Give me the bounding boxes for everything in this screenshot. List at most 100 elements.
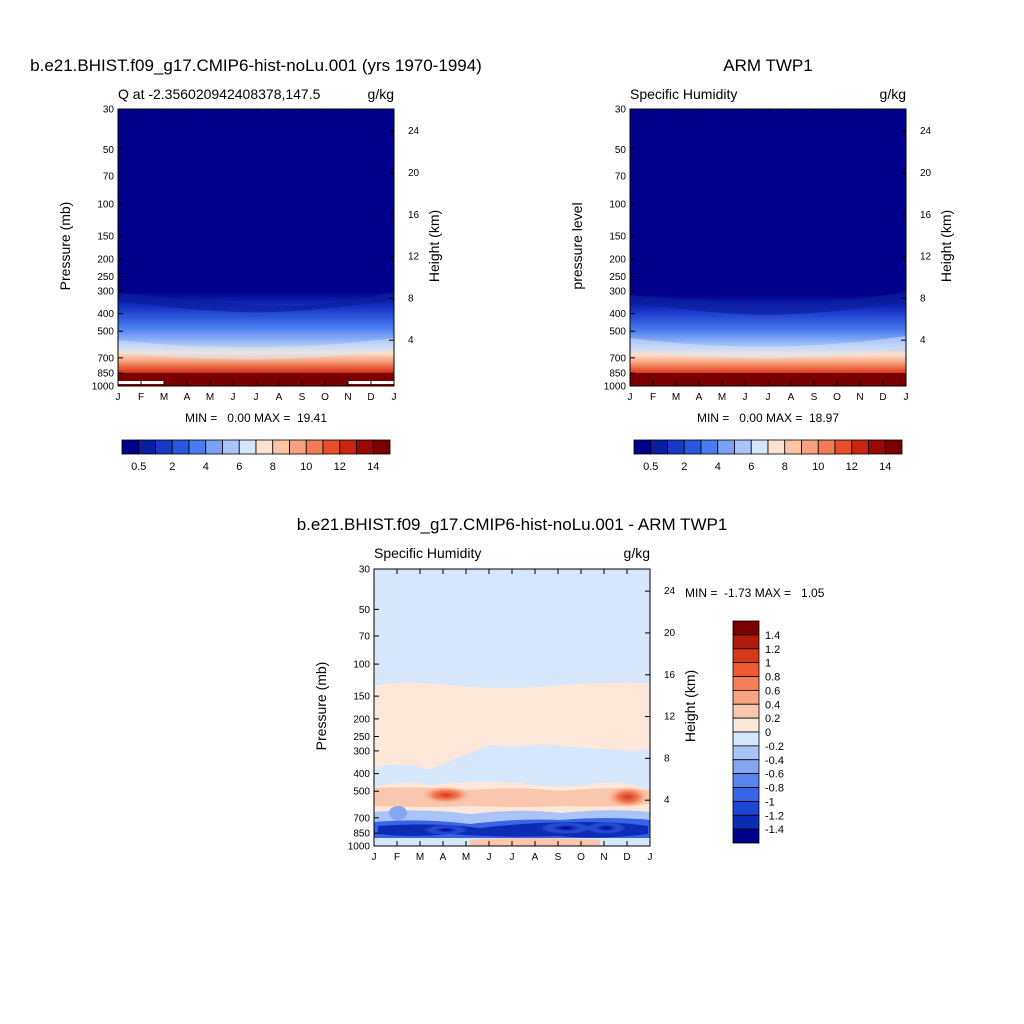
y-tick-label: 70: [103, 171, 115, 182]
x-tick-label: A: [184, 392, 191, 403]
colorbar-swatch: [732, 828, 760, 844]
colorbar-swatch: [372, 439, 391, 455]
y-tick-label: 400: [609, 309, 626, 320]
panel-title: b.e21.BHIST.f09_g17.CMIP6-hist-noLu.001 …: [297, 515, 728, 534]
panel-units: g/kg: [880, 86, 906, 102]
y-tick-label: 150: [97, 232, 114, 243]
y-tick-label: 300: [353, 746, 370, 757]
y-tick-label: 150: [609, 232, 626, 243]
panel-difference: b.e21.BHIST.f09_g17.CMIP6-hist-noLu.001 …: [297, 515, 825, 863]
x-tick-label: A: [440, 852, 447, 863]
height-tick-label: 12: [920, 252, 932, 263]
colorbar-label: 0.2: [765, 713, 780, 725]
height-tick-label: 20: [920, 168, 932, 179]
x-tick-label: N: [600, 852, 607, 863]
x-tick-label: D: [367, 392, 374, 403]
y-tick-label: 850: [97, 369, 114, 380]
colorbar-swatch: [732, 745, 760, 761]
panel-title: ARM TWP1: [723, 56, 812, 75]
height-tick-label: 20: [664, 628, 676, 639]
x-tick-label: S: [555, 852, 562, 863]
colorbar-swatch: [305, 439, 324, 455]
colorbar-swatch: [732, 717, 760, 733]
y-tick-label: 30: [615, 105, 627, 116]
colorbar-swatch: [734, 439, 752, 455]
colorbar-swatch: [732, 787, 760, 802]
y-tick-label: 50: [359, 605, 371, 616]
height-tick-label: 4: [664, 795, 670, 806]
colorbar-label: 1.4: [765, 630, 780, 642]
colorbar-swatch: [851, 439, 869, 455]
x-tick-label: J: [231, 392, 236, 403]
colorbar-label: 10: [812, 461, 824, 473]
y-tick-label: 1000: [92, 382, 115, 393]
x-tick-label: J: [743, 392, 748, 403]
colorbar-swatch: [717, 439, 735, 455]
x-tick-label: O: [833, 392, 841, 403]
height-tick-label: 4: [408, 335, 414, 346]
y-tick-label: 50: [615, 145, 627, 156]
y-tick-label: 200: [353, 714, 370, 725]
x-tick-label: J: [254, 392, 259, 403]
height-tick-label: 24: [920, 126, 932, 137]
colorbar-swatch: [884, 439, 903, 455]
y-tick-label: 850: [353, 829, 370, 840]
colorbar-swatch: [633, 439, 652, 455]
y-tick-label: 500: [353, 787, 370, 798]
colorbar-swatch: [289, 439, 307, 455]
y-axis-label-right: Height (km): [426, 210, 442, 282]
x-tick-label: N: [344, 392, 351, 403]
x-tick-label: F: [138, 392, 144, 403]
y-axis-left: 30 50 70 100 150 200 250 300 400 500 700 850 1000: [92, 105, 123, 393]
height-tick-label: 24: [664, 586, 676, 597]
colorbar-label: 8: [270, 461, 276, 473]
x-tick-label: J: [372, 852, 377, 863]
colorbar-swatch: [750, 439, 769, 455]
colorbar-label: 0.8: [765, 672, 780, 684]
min-max-stats: MIN = -1.73 MAX = 1.05: [685, 586, 825, 600]
colorbar-label: 4: [203, 461, 209, 473]
y-tick-label: 200: [97, 254, 114, 265]
colorbar: 0.5 2 4 6 8 10 12 14: [121, 439, 391, 473]
y-tick-label: 30: [103, 105, 115, 116]
colorbar-label: 1: [765, 658, 771, 670]
y-tick-label: 1000: [604, 382, 627, 393]
height-tick-label: 8: [408, 293, 414, 304]
colorbar-swatch: [732, 662, 760, 677]
panel-model: b.e21.BHIST.f09_g17.CMIP6-hist-noLu.001 …: [30, 56, 482, 473]
colorbar-label: 8: [782, 461, 788, 473]
min-max-stats: MIN = 0.00 MAX = 18.97: [697, 411, 839, 425]
panel-subtitle-left: Q at -2.356020942408378,147.5: [118, 86, 321, 102]
y-axis-label: pressure level: [569, 202, 585, 289]
colorbar-swatch: [732, 773, 760, 788]
height-tick-label: 20: [408, 168, 420, 179]
colorbar-swatch: [732, 814, 760, 830]
height-tick-label: 24: [408, 126, 420, 137]
y-tick-label: 250: [97, 272, 114, 283]
x-tick-label: D: [623, 852, 630, 863]
y-axis-label-right: Height (km): [682, 670, 698, 742]
colorbar-swatch: [817, 439, 836, 455]
colorbar-swatch: [732, 676, 760, 691]
height-tick-label: 12: [408, 252, 420, 263]
y-tick-label: 100: [609, 200, 626, 211]
y-axis-right: 24 20 16 12 8 4: [901, 126, 932, 346]
colorbar-swatch: [732, 634, 760, 650]
y-axis-left: 30 50 70 100 150 200 250 300 400 500 700 850 1000: [604, 105, 635, 393]
y-tick-label: 150: [353, 692, 370, 703]
panel-units: g/kg: [624, 545, 650, 561]
y-tick-label: 250: [353, 732, 370, 743]
colorbar-label: 0.4: [765, 699, 780, 711]
y-axis-right: 24 20 16 12 8 4: [389, 126, 420, 346]
y-tick-label: 700: [609, 353, 626, 364]
colorbar-swatch: [732, 620, 760, 636]
colorbar-swatch: [700, 439, 719, 455]
colorbar-label: 14: [879, 461, 891, 473]
colorbar-label: 0.6: [765, 685, 780, 697]
y-tick-label: 700: [353, 813, 370, 824]
colorbar-swatch: [732, 759, 760, 775]
x-tick-label: F: [394, 852, 400, 863]
colorbar-label: 2: [169, 461, 175, 473]
